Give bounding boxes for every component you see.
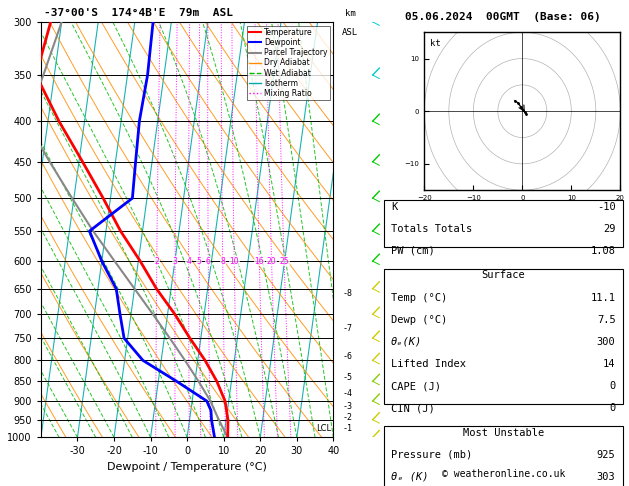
Text: -8: -8 <box>343 290 352 298</box>
Text: -3: -3 <box>343 402 352 411</box>
Text: Pressure (mb): Pressure (mb) <box>391 450 472 460</box>
Text: 6: 6 <box>206 257 211 265</box>
Text: 0: 0 <box>610 381 616 391</box>
Text: LCL: LCL <box>316 424 331 433</box>
Text: 11.1: 11.1 <box>591 293 616 303</box>
Text: 925: 925 <box>597 450 616 460</box>
Text: 4: 4 <box>186 257 191 265</box>
Bar <box>384 426 623 486</box>
Text: Surface: Surface <box>481 270 525 280</box>
Text: Lifted Index: Lifted Index <box>391 359 466 369</box>
Bar <box>384 200 623 247</box>
Text: 1.08: 1.08 <box>591 246 616 256</box>
Text: 0: 0 <box>610 403 616 413</box>
Text: 3: 3 <box>173 257 177 265</box>
Text: -37°00'S  174°4B'E  79m  ASL: -37°00'S 174°4B'E 79m ASL <box>44 8 233 17</box>
Text: Most Unstable: Most Unstable <box>462 428 544 438</box>
Text: Dewp (°C): Dewp (°C) <box>391 315 447 325</box>
Legend: Temperature, Dewpoint, Parcel Trajectory, Dry Adiabat, Wet Adiabat, Isotherm, Mi: Temperature, Dewpoint, Parcel Trajectory… <box>247 26 330 100</box>
Text: ASL: ASL <box>342 28 359 37</box>
Text: -4: -4 <box>343 389 352 398</box>
Text: 16: 16 <box>255 257 264 265</box>
Text: 2: 2 <box>154 257 159 265</box>
Text: kt: kt <box>430 38 441 48</box>
Text: 20: 20 <box>267 257 276 265</box>
Text: PW (cm): PW (cm) <box>391 246 435 256</box>
Text: Temp (°C): Temp (°C) <box>391 293 447 303</box>
Text: θₑ (K): θₑ (K) <box>391 472 428 482</box>
Text: Totals Totals: Totals Totals <box>391 224 472 234</box>
Text: CIN (J): CIN (J) <box>391 403 435 413</box>
Text: θₑ(K): θₑ(K) <box>391 337 422 347</box>
Text: -10: -10 <box>597 202 616 212</box>
Text: 14: 14 <box>603 359 616 369</box>
Text: 8: 8 <box>220 257 225 265</box>
Text: -6: -6 <box>343 351 352 361</box>
Text: 7.5: 7.5 <box>597 315 616 325</box>
Text: K: K <box>391 202 397 212</box>
Text: 303: 303 <box>597 472 616 482</box>
Text: 29: 29 <box>603 224 616 234</box>
Text: 300: 300 <box>597 337 616 347</box>
Bar <box>384 268 623 404</box>
Text: -1: -1 <box>343 424 352 433</box>
Text: -2: -2 <box>343 414 352 422</box>
Y-axis label: hPa: hPa <box>0 220 2 240</box>
Text: 25: 25 <box>279 257 289 265</box>
Text: 5: 5 <box>197 257 202 265</box>
Text: 10: 10 <box>230 257 239 265</box>
Text: -5: -5 <box>343 373 352 382</box>
Text: © weatheronline.co.uk: © weatheronline.co.uk <box>442 469 565 479</box>
Text: CAPE (J): CAPE (J) <box>391 381 441 391</box>
Text: 05.06.2024  00GMT  (Base: 06): 05.06.2024 00GMT (Base: 06) <box>405 12 601 22</box>
Text: km: km <box>345 9 356 17</box>
X-axis label: Dewpoint / Temperature (°C): Dewpoint / Temperature (°C) <box>107 462 267 472</box>
Text: -7: -7 <box>343 324 352 333</box>
